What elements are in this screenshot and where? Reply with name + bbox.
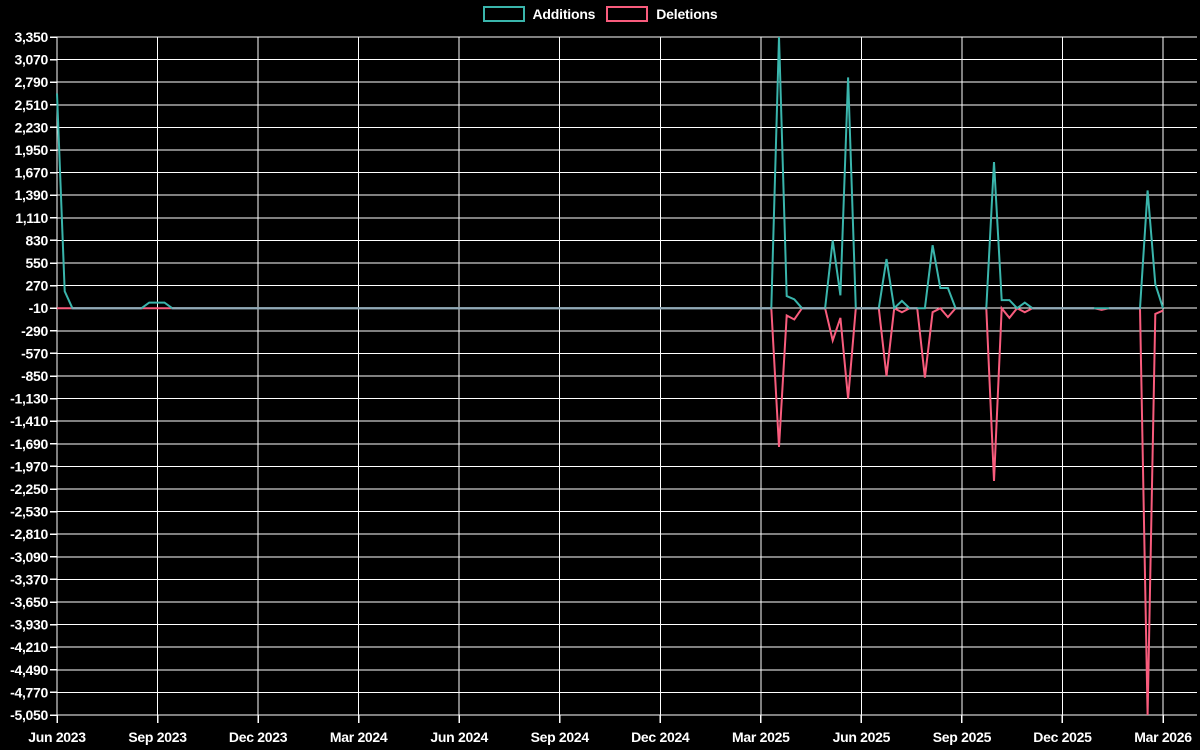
x-axis-tick-label: Sep 2023 [128,729,187,745]
y-axis-tick-label: -3,650 [10,594,48,610]
y-axis-tick-label: 1,110 [15,210,48,226]
y-axis-tick-label: 270 [26,278,49,294]
x-axis-tick-label: Jun 2025 [833,729,891,745]
x-axis-tick-label: Dec 2024 [631,729,690,745]
y-axis-tick-label: -10 [29,300,49,316]
legend-label-additions: Additions [532,6,596,22]
x-axis-tick-label: Dec 2025 [1033,729,1092,745]
x-axis-tick-label: Mar 2026 [1134,729,1192,745]
deletions-swatch-icon [606,6,649,22]
x-axis-tick-label: Mar 2025 [732,729,790,745]
legend-item-additions[interactable]: Additions [482,6,596,22]
x-axis-tick-label: Sep 2024 [531,729,590,745]
y-axis-tick-label: -1,130 [10,391,48,407]
y-axis-tick-label: 1,950 [14,142,48,158]
y-axis-tick-label: 1,390 [14,187,48,203]
legend-label-deletions: Deletions [656,6,718,22]
y-axis-tick-label: -2,810 [10,526,48,542]
y-axis-tick-label: -570 [21,345,48,361]
y-axis-tick-label: 1,670 [14,165,48,181]
y-axis-tick-label: -3,930 [10,617,48,633]
y-axis-tick-label: -3,090 [10,549,48,565]
y-axis-tick-label: 2,790 [14,74,48,90]
y-axis-tick-label: -1,410 [10,413,48,429]
y-axis-tick-label: 550 [26,255,49,271]
x-axis-tick-label: Sep 2025 [933,729,992,745]
y-axis-tick-label: -850 [21,368,48,384]
y-axis-tick-label: -290 [21,323,48,339]
y-axis-tick-label: -2,530 [10,504,48,520]
y-axis-tick-label: -1,970 [10,458,48,474]
y-axis-tick-label: 3,070 [14,52,48,68]
y-axis-tick-label: -1,690 [10,436,48,452]
y-axis-tick-label: -4,210 [10,639,48,655]
y-axis-tick-label: -4,770 [10,684,48,700]
y-axis-tick-label: 2,230 [14,119,48,135]
y-axis-tick-label: -3,370 [10,571,48,587]
x-axis-tick-label: Mar 2024 [330,729,388,745]
y-axis-tick-label: -4,490 [10,662,48,678]
y-axis-tick-label: -2,250 [10,481,48,497]
additions-swatch-icon [482,6,525,22]
y-axis-tick-label: 2,510 [14,97,48,113]
x-axis-tick-label: Jun 2023 [28,729,86,745]
x-axis-tick-label: Dec 2023 [229,729,288,745]
y-axis-tick-label: 3,350 [14,29,48,45]
y-axis-tick-label: -5,050 [10,707,48,723]
legend-item-deletions[interactable]: Deletions [606,6,718,22]
chart-legend: Additions Deletions [0,6,1200,22]
x-axis-tick-label: Jun 2024 [430,729,488,745]
y-axis-tick-label: 830 [26,232,49,248]
